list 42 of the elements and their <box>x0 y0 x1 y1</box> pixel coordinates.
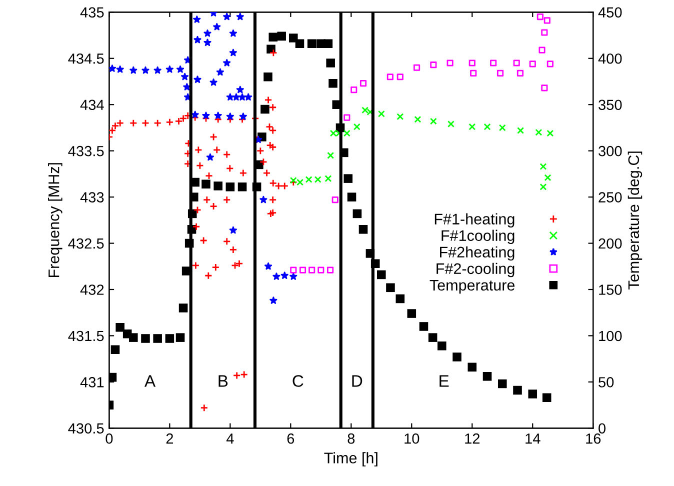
legend-label: F#1-heating <box>434 213 514 228</box>
y2-tick-label: 250 <box>598 192 622 202</box>
y2-tick-label: 0 <box>598 423 606 434</box>
x-tick-label: 2 <box>166 433 174 444</box>
y-tick-label: 434.5 <box>68 53 104 64</box>
x-tick-label: 0 <box>106 433 113 444</box>
annotation: C <box>292 375 304 387</box>
legend-label: F#1cooling <box>442 230 514 244</box>
x-axis-title: Time [h] <box>324 452 378 466</box>
y-tick-label: 433.5 <box>68 146 104 156</box>
legend-label: F#2-cooling <box>436 262 514 278</box>
y2-axis-title: Temperature [deg.C] <box>628 152 642 290</box>
y2-tick-label: 300 <box>598 146 622 156</box>
y2-tick-label: 450 <box>598 7 622 18</box>
annotation: B <box>218 375 228 387</box>
annotation: D <box>352 375 362 387</box>
y-tick-label: 433 <box>80 192 104 202</box>
y2-tick-label: 150 <box>599 284 622 295</box>
x-tick-label: 14 <box>526 434 540 444</box>
y-tick-label: 430.5 <box>68 423 104 434</box>
legend-label: F#2heating <box>440 246 514 261</box>
x-tick-label: 8 <box>348 433 355 444</box>
y2-tick-label: 50 <box>598 377 614 388</box>
y-axis-title: Frequency [MHz] <box>48 163 62 278</box>
y-tick-label: 432 <box>80 284 104 295</box>
x-tick-label: 10 <box>404 433 420 444</box>
x-tick-label: 12 <box>465 433 480 444</box>
annotation: E <box>440 375 449 387</box>
y2-tick-label: 200 <box>598 238 622 249</box>
y-tick-label: 434 <box>80 100 104 110</box>
y-tick-label: 435 <box>80 7 104 18</box>
y-tick-label: 431.5 <box>68 330 104 342</box>
legend-label: Temperature <box>430 280 515 294</box>
y2-tick-label: 100 <box>599 330 622 342</box>
y-tick-label: 432.5 <box>68 238 104 249</box>
x-tick-label: 6 <box>287 433 294 444</box>
y2-tick-label: 350 <box>598 100 622 110</box>
y2-tick-label: 400 <box>598 53 622 64</box>
y-tick-label: 431 <box>80 377 104 388</box>
x-tick-label: 16 <box>586 433 601 444</box>
annotation: A <box>144 375 156 387</box>
x-tick-label: 4 <box>226 434 234 444</box>
